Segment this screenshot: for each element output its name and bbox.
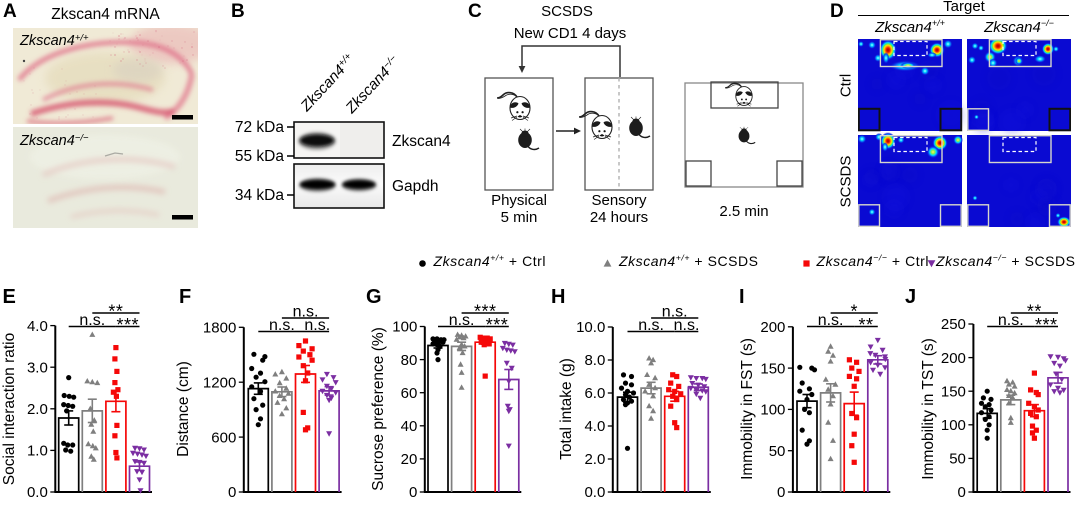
svg-text:150: 150 [941,383,966,400]
svg-text:100: 100 [392,319,417,336]
svg-text:0: 0 [777,484,785,501]
svg-text:250: 250 [941,316,966,333]
svg-text:n.s.: n.s. [293,304,319,321]
svg-text:80: 80 [401,352,418,369]
svg-text:**: ** [108,302,123,322]
svg-text:Zkscan4−/−: Zkscan4−/− [19,133,89,150]
svg-text:1800: 1800 [203,320,236,337]
svg-text:n.s.: n.s. [449,312,475,329]
svg-text:0: 0 [228,484,236,501]
svg-text:6.0: 6.0 [584,385,605,402]
svg-text:***: *** [1035,315,1058,335]
svg-text:60: 60 [401,385,418,402]
svg-text:n.s.: n.s. [304,317,330,334]
svg-text:0.0: 0.0 [584,484,605,501]
svg-text:0: 0 [409,484,417,501]
svg-text:*: * [850,302,858,322]
svg-text:E: E [3,286,16,308]
svg-text:G: G [366,286,382,308]
svg-text:***: *** [116,315,139,335]
svg-text:50: 50 [949,451,966,468]
svg-text:n.s.: n.s. [674,317,700,334]
svg-text:3.0: 3.0 [27,359,48,376]
svg-text:200: 200 [760,319,785,336]
svg-text:2.0: 2.0 [27,401,48,418]
svg-text:50: 50 [769,443,786,460]
svg-text:2.0: 2.0 [584,451,605,468]
svg-text:n.s.: n.s. [662,304,688,321]
svg-text:**: ** [858,315,873,335]
svg-text:Total intake (g): Total intake (g) [558,358,575,460]
svg-text:F: F [179,286,191,308]
svg-text:55 kDa: 55 kDa [235,148,284,165]
svg-text:n.s.: n.s. [998,312,1024,329]
svg-text:0.0: 0.0 [27,484,48,501]
svg-text:72 kDa: 72 kDa [235,119,284,136]
svg-text:10.0: 10.0 [576,319,605,336]
svg-text:100: 100 [941,417,966,434]
svg-text:150: 150 [760,360,785,377]
svg-text:***: *** [474,302,497,322]
svg-text:Immobility in TST (s): Immobility in TST (s) [920,338,937,480]
svg-text:H: H [551,286,565,308]
svg-text:n.s.: n.s. [818,312,844,329]
svg-text:200: 200 [941,350,966,367]
svg-text:4.0: 4.0 [584,418,605,435]
svg-text:J: J [905,286,916,308]
svg-text:Zkscan4−/−: Zkscan4−/− [342,53,404,117]
svg-text:n.s.: n.s. [79,312,105,329]
svg-text:100: 100 [760,402,785,419]
svg-text:1.0: 1.0 [27,443,48,460]
svg-text:Zkscan4+/+: Zkscan4+/+ [19,33,89,50]
svg-text:I: I [739,286,745,308]
svg-text:Social interaction ratio: Social interaction ratio [1,333,18,486]
svg-text:n.s.: n.s. [638,317,664,334]
svg-text:8.0: 8.0 [584,352,605,369]
svg-text:Gapdh: Gapdh [392,178,439,195]
svg-text:4.0: 4.0 [27,318,48,335]
svg-text:0: 0 [958,484,966,501]
svg-text:**: ** [1027,302,1042,322]
svg-text:n.s.: n.s. [269,317,295,334]
svg-text:Immobility in FST (s): Immobility in FST (s) [739,338,756,480]
svg-text:***: *** [486,315,509,335]
svg-text:40: 40 [401,418,418,435]
svg-text:Zkscan4: Zkscan4 [392,133,451,150]
svg-text:1200: 1200 [203,374,236,391]
svg-text:20: 20 [401,451,418,468]
svg-text:600: 600 [211,429,236,446]
svg-text:Distance (cm): Distance (cm) [175,361,192,457]
svg-text:Sucrose preference (%): Sucrose preference (%) [370,327,387,491]
svg-text:34 kDa: 34 kDa [235,187,284,204]
